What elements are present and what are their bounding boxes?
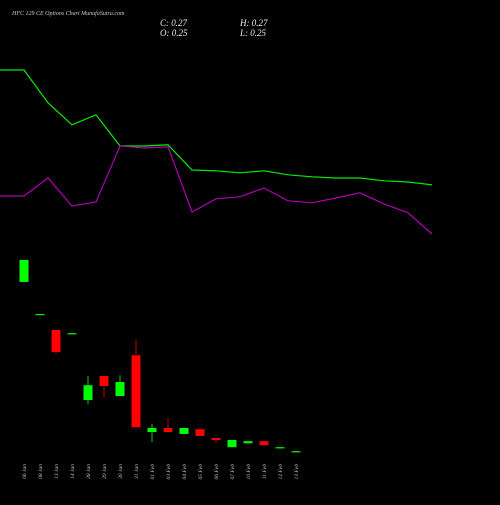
x-tick-label: 11 Feb (262, 464, 268, 479)
x-tick-label: 31 Jan (134, 464, 140, 480)
indicator-line (0, 69, 433, 186)
ohlc-open: O: 0.25 (160, 28, 188, 38)
candle-body (83, 385, 93, 400)
candle-body (195, 429, 205, 436)
ohlc-high: H: 0.27 (239, 18, 268, 28)
candle-body (243, 441, 253, 444)
candle-body (179, 428, 189, 434)
x-tick-label: 06 Jan (22, 464, 28, 479)
candle-body (227, 440, 237, 448)
x-tick-label: 07 Feb (230, 464, 236, 480)
x-tick-label: 10 Feb (246, 464, 252, 480)
ohlc-close: C: 0.27 (160, 18, 188, 28)
x-tick-label: 29 Jan (102, 464, 108, 479)
x-tick-label: 12 Feb (278, 464, 284, 480)
candle-body (99, 376, 109, 386)
x-tick-label: 14 Jan (69, 464, 76, 479)
x-tick-label: 05 Feb (198, 464, 204, 480)
x-tick-label: 04 Feb (181, 464, 188, 480)
candle-body (259, 441, 269, 446)
candle-body (67, 333, 77, 335)
candle-body (19, 260, 29, 282)
indicator-line (0, 145, 433, 235)
candle-body (163, 428, 173, 432)
x-tick-label: 13 Feb (294, 464, 300, 480)
candle-body (115, 382, 125, 396)
x-tick-label: 30 Jan (118, 464, 124, 480)
chart-title: HFC 129 CE Options Chart MunafaSutra.com (11, 10, 125, 17)
candle-body (131, 355, 141, 428)
x-tick-label: 08 Jan (38, 464, 44, 479)
x-tick-label: 13 Jan (54, 464, 60, 479)
candle-body (211, 438, 221, 440)
candle-body (275, 447, 285, 449)
x-tick-label: 28 Jan (86, 464, 92, 479)
x-tick-label: 01 Feb (150, 464, 156, 480)
candle-body (291, 451, 301, 453)
candle-body (51, 330, 61, 352)
x-tick-label: 03 Feb (166, 464, 172, 480)
x-tick-label: 06 Feb (214, 464, 220, 480)
ohlc-low: L: 0.25 (239, 28, 267, 38)
candle-body (35, 314, 45, 316)
candle-body (147, 428, 157, 432)
